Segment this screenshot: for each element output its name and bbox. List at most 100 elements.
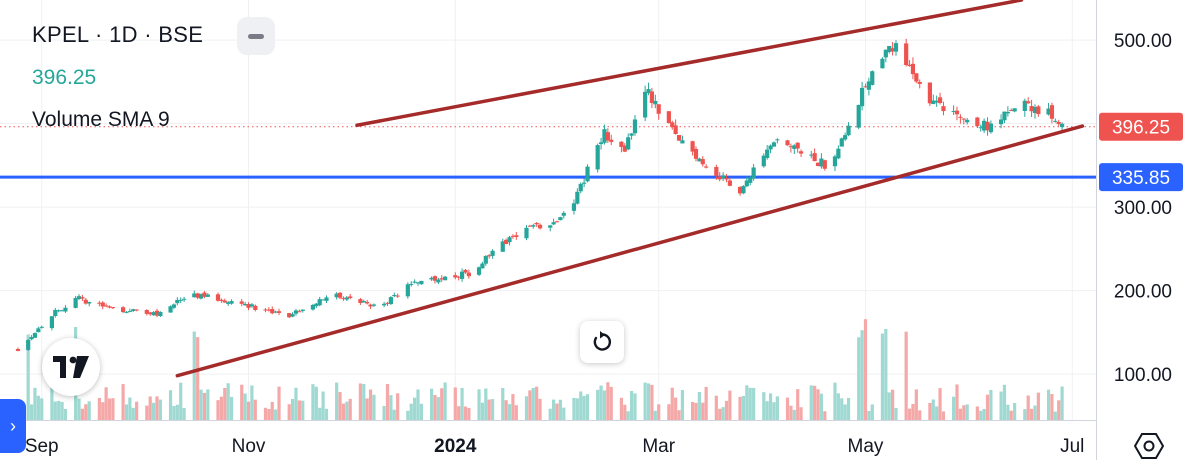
candle-body <box>382 303 387 306</box>
settings-hexagon-icon[interactable] <box>1134 430 1164 460</box>
candle-body <box>371 304 377 306</box>
price-badge-label: 396.25 <box>1112 118 1170 139</box>
volume-bar <box>29 404 34 420</box>
candle-body <box>714 166 719 176</box>
candle-body <box>466 272 471 277</box>
volume-bar <box>1029 408 1034 420</box>
volume-bar <box>274 409 278 420</box>
candle-body <box>348 296 353 299</box>
candle-body <box>724 178 729 180</box>
volume-bar <box>287 404 291 420</box>
candle-body <box>1049 105 1055 119</box>
candle-body <box>598 142 604 145</box>
candle-body <box>721 175 726 179</box>
indicator-label[interactable]: Volume SMA 9 <box>32 108 170 131</box>
volume-bar <box>1023 409 1027 420</box>
candle-body <box>317 299 322 306</box>
candle-body <box>819 158 824 167</box>
candle-body <box>293 310 299 314</box>
candle-body <box>744 180 749 187</box>
volume-bar <box>484 388 488 420</box>
volume-bar <box>785 397 790 420</box>
price-badges: 396.25 335.85 <box>1099 112 1183 192</box>
volume-bar <box>453 387 457 420</box>
volume-bar <box>582 395 586 420</box>
volume-bar <box>368 389 373 420</box>
candle-body <box>927 82 932 104</box>
candle-body <box>815 162 821 166</box>
volume-bar <box>690 401 695 420</box>
candle-body <box>883 49 888 58</box>
candle-body <box>483 255 488 264</box>
candle-body <box>324 297 329 301</box>
volume-bar <box>528 390 532 420</box>
channel-trend-line <box>355 0 1024 127</box>
side-panel-toggle[interactable]: › <box>0 399 26 453</box>
candle-body <box>985 121 990 131</box>
volume-bar <box>562 407 566 420</box>
candle-body <box>59 310 65 312</box>
volume-bar <box>179 382 183 420</box>
candle-body <box>73 298 78 308</box>
volume-bar <box>318 407 322 420</box>
volume-bar <box>918 410 922 420</box>
candle-body <box>510 235 516 237</box>
candle-body <box>219 299 224 301</box>
candle-body <box>487 255 492 257</box>
x-tick-label: Jul <box>1060 436 1084 457</box>
volume-bar <box>911 403 915 420</box>
candle-body <box>429 277 434 280</box>
volume-bar <box>907 408 912 420</box>
volume-bar <box>53 401 57 420</box>
volume-bar <box>335 382 339 420</box>
volume-bar <box>240 384 244 420</box>
candle-body <box>490 250 495 256</box>
candle-body <box>144 310 149 314</box>
candle-body <box>49 316 54 329</box>
candle-body <box>653 100 658 105</box>
volume-bar <box>246 401 251 420</box>
candle-body <box>310 304 316 310</box>
candle-body <box>344 297 349 300</box>
candle-body <box>961 118 966 120</box>
candle-body <box>1036 106 1041 115</box>
candle-body <box>575 191 580 204</box>
candle-body <box>765 149 770 159</box>
candle-body <box>439 278 444 280</box>
candle-body <box>934 100 939 103</box>
tradingview-logo[interactable] <box>42 338 100 396</box>
volume-bar <box>158 399 162 420</box>
reset-chart-button[interactable] <box>580 321 624 363</box>
candle-body <box>551 222 556 225</box>
trend-lines[interactable] <box>175 0 1085 378</box>
candle-body <box>890 48 895 52</box>
candle-body <box>832 156 838 167</box>
candle-body <box>846 125 851 136</box>
volume-bar <box>606 382 610 420</box>
volume-bar <box>1009 410 1013 420</box>
volume-bar <box>813 385 817 420</box>
candle-body <box>514 235 519 237</box>
candle-body <box>697 158 702 162</box>
volume-bar <box>290 398 295 420</box>
volume-bar <box>243 393 247 420</box>
volume-bar <box>121 384 125 420</box>
candle-body <box>80 297 85 299</box>
candle-body <box>154 310 160 316</box>
collapse-legend-button[interactable] <box>237 17 275 55</box>
volume-bar <box>796 389 800 420</box>
candle-body <box>646 89 651 94</box>
volume-bar <box>558 399 562 420</box>
candle-body <box>975 117 980 127</box>
volume-bar <box>552 399 556 420</box>
candle-body <box>178 299 183 301</box>
volume-bar <box>752 387 756 420</box>
candle-body <box>785 140 790 146</box>
volume-bar <box>904 331 908 420</box>
candle-body <box>693 148 699 159</box>
candle-body <box>76 296 82 299</box>
candle-body <box>937 97 943 104</box>
volume-bar <box>463 406 468 420</box>
